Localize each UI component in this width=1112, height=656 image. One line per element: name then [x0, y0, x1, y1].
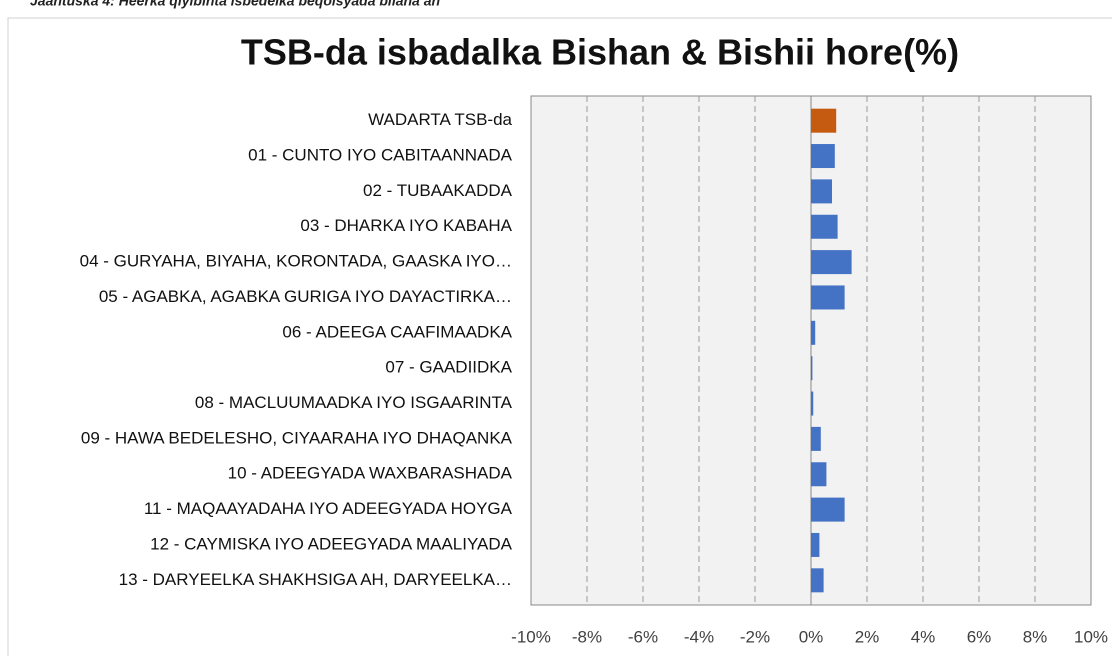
y-tick-label: 06 - ADEEGA CAAFIMAADKA [282, 322, 512, 341]
y-tick-label: 09 - HAWA BEDELESHO, CIYAARAHA IYO DHAQA… [81, 428, 513, 447]
x-tick-label: -4% [684, 627, 714, 646]
x-tick-label: 2% [855, 627, 880, 646]
x-tick-label: 6% [967, 627, 992, 646]
bar [811, 214, 838, 239]
bar [811, 250, 852, 275]
bar [811, 532, 820, 557]
bar [811, 568, 824, 593]
y-tick-label: 10 - ADEEGYADA WAXBARASHADA [228, 464, 513, 483]
x-tick-label: 8% [1023, 627, 1048, 646]
bar [811, 285, 845, 310]
x-tick-label: -6% [628, 627, 658, 646]
y-tick-label: 01 - CUNTO IYO CABITAANNADA [248, 146, 513, 165]
bar [811, 462, 827, 487]
y-tick-label: 05 - AGABKA, AGABKA GURIGA IYO DAYACTIRK… [99, 287, 512, 306]
bar [811, 144, 835, 169]
y-tick-label: 13 - DARYEELKA SHAKHSIGA AH, DARYEELKA… [119, 570, 512, 589]
bar [811, 108, 837, 133]
y-tick-label: 04 - GURYAHA, BIYAHA, KORONTADA, GAASKA … [80, 252, 512, 271]
bar [811, 179, 832, 204]
bar [811, 320, 816, 345]
y-tick-label: 03 - DHARKA IYO KABAHA [300, 216, 512, 235]
x-tick-label: 10% [1074, 627, 1108, 646]
x-tick-label: -8% [572, 627, 602, 646]
caption: Jaantuska 4: Heerka qiyibinta isbedelka … [30, 0, 440, 9]
bar [811, 497, 845, 522]
y-tick-label: 02 - TUBAAKADDA [363, 181, 513, 200]
bar [811, 426, 821, 451]
x-tick-label: -2% [740, 627, 770, 646]
x-tick-label: -10% [511, 627, 551, 646]
y-tick-label: 11 - MAQAAYADAHA IYO ADEEGYADA HOYGA [144, 499, 513, 518]
x-tick-label: 0% [799, 627, 824, 646]
y-tick-label: WADARTA TSB-da [368, 110, 512, 129]
y-tick-label: 08 - MACLUUMAADKA IYO ISGAARINTA [195, 393, 513, 412]
bar [811, 391, 814, 416]
x-tick-label: 4% [911, 627, 936, 646]
bar [811, 356, 813, 381]
y-tick-label: 07 - GAADIIDKA [385, 358, 512, 377]
y-tick-label: 12 - CAYMISKA IYO ADEEGYADA MAALIYADA [150, 534, 513, 553]
chart-title: TSB-da isbadalka Bishan & Bishii hore(%) [241, 32, 959, 73]
